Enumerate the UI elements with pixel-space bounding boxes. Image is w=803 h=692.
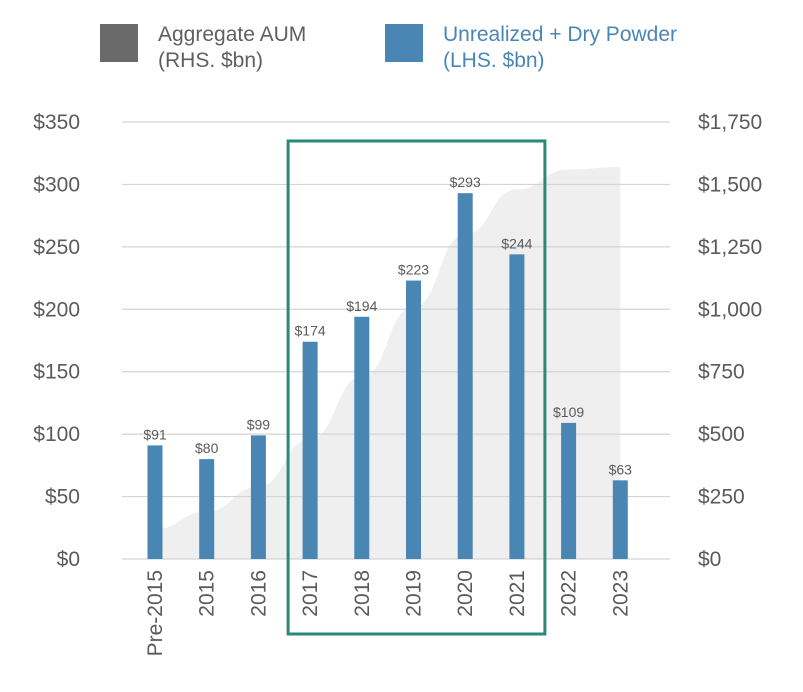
bar xyxy=(406,280,421,559)
data-label: $63 xyxy=(609,461,633,477)
x-tick-label: 2021 xyxy=(506,570,529,617)
data-label: $174 xyxy=(295,323,326,339)
y-right-tick-label: $750 xyxy=(698,361,745,384)
legend-aum-line2: (RHS. $bn) xyxy=(158,49,264,72)
bar xyxy=(509,254,525,559)
bar xyxy=(199,459,215,559)
y-right-tick-label: $1,250 xyxy=(698,236,762,259)
bar xyxy=(250,435,266,559)
y-left-tick-label: $150 xyxy=(33,361,80,384)
data-label: $223 xyxy=(398,262,429,278)
data-label: $99 xyxy=(247,416,271,432)
y-left-tick-label: $350 xyxy=(33,111,80,134)
bar xyxy=(354,316,370,559)
legend-swatch-unrealized xyxy=(385,24,423,62)
legend-swatch-aum xyxy=(100,24,138,62)
y-right-tick-label: $1,000 xyxy=(698,298,762,321)
data-label: $244 xyxy=(501,235,532,251)
legend-up-line2: (LHS. $bn) xyxy=(443,49,545,72)
x-tick-label: 2019 xyxy=(403,570,426,617)
bar xyxy=(612,480,628,559)
x-tick-label: 2022 xyxy=(558,570,581,617)
bar xyxy=(302,341,318,559)
data-label: $194 xyxy=(346,298,377,314)
y-right-tick-label: $1,750 xyxy=(698,111,762,134)
data-label: $80 xyxy=(195,440,219,456)
y-left-tick-label: $300 xyxy=(33,173,80,196)
y-left-tick-label: $100 xyxy=(33,423,80,446)
x-tick-label: 2015 xyxy=(196,570,219,617)
bar xyxy=(561,422,577,559)
y-left-tick-label: $0 xyxy=(57,548,80,571)
bar xyxy=(457,193,473,559)
y-right-tick-label: $0 xyxy=(698,548,721,571)
x-tick-label: 2016 xyxy=(247,570,270,617)
y-left-tick-label: $250 xyxy=(33,236,80,259)
data-label: $109 xyxy=(553,404,584,420)
data-label: $293 xyxy=(450,174,481,190)
y-right-tick-label: $1,500 xyxy=(698,173,762,196)
legend-item-aggregate-aum: Aggregate AUM (RHS. $bn) xyxy=(100,22,306,74)
aggregate-aum-area xyxy=(155,166,621,559)
x-tick-label: 2018 xyxy=(351,570,374,617)
legend-up-line1: Unrealized + Dry Powder xyxy=(443,23,678,46)
bar xyxy=(147,445,163,559)
y-left-tick-label: $50 xyxy=(45,486,80,509)
x-tick-label: 2023 xyxy=(609,570,632,617)
legend-item-unrealized-dry-powder: Unrealized + Dry Powder (LHS. $bn) xyxy=(385,22,677,74)
y-right-tick-label: $250 xyxy=(698,486,745,509)
y-left-tick-label: $200 xyxy=(33,298,80,321)
legend-aum-line1: Aggregate AUM xyxy=(158,23,307,46)
y-right-tick-label: $500 xyxy=(698,423,745,446)
x-tick-label: Pre-2015 xyxy=(144,570,167,656)
x-tick-label: 2020 xyxy=(454,570,477,617)
x-tick-label: 2017 xyxy=(299,570,322,617)
data-label: $91 xyxy=(143,426,167,442)
highlight-box-2017-2021 xyxy=(286,139,547,636)
